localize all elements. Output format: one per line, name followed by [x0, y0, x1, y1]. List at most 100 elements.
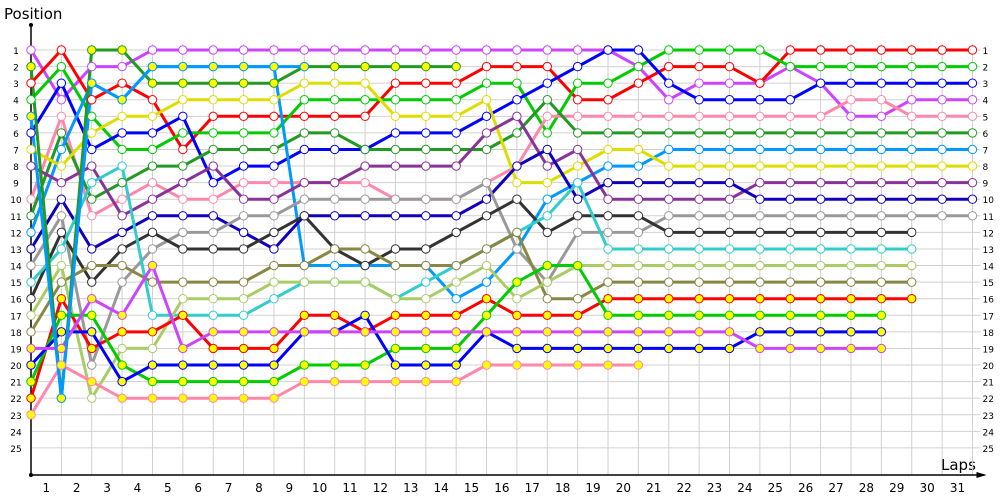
- data-point: [178, 144, 188, 155]
- data-point: [694, 61, 704, 72]
- data-point: [87, 360, 97, 370]
- y-tick-right: 24: [982, 428, 994, 438]
- data-point: [208, 111, 218, 122]
- data-point: [87, 61, 97, 72]
- data-point: [208, 360, 218, 370]
- data-point: [664, 194, 674, 204]
- data-point: [633, 327, 644, 337]
- x-tick: 17: [525, 481, 540, 495]
- data-point: [87, 161, 97, 171]
- data-point: [421, 61, 431, 72]
- data-point: [360, 144, 370, 155]
- data-point: [967, 144, 978, 155]
- data-point: [512, 61, 522, 72]
- data-point: [755, 111, 765, 122]
- data-point: [846, 211, 856, 221]
- data-point: [542, 194, 552, 204]
- data-point: [876, 95, 887, 105]
- data-point: [755, 95, 765, 105]
- y-tick-right: 7: [982, 146, 988, 156]
- data-point: [724, 144, 735, 155]
- y-tick-left: 15: [10, 279, 21, 289]
- series-line-yellow: [30, 81, 973, 185]
- data-point: [846, 128, 856, 138]
- x-tick: 16: [494, 481, 509, 495]
- data-point: [542, 128, 552, 138]
- data-point: [876, 327, 887, 337]
- data-point: [603, 310, 613, 320]
- data-point: [117, 310, 127, 320]
- y-tick-left: 21: [10, 379, 21, 389]
- data-point: [967, 194, 978, 204]
- data-point: [481, 95, 492, 105]
- data-point: [633, 78, 644, 88]
- data-point: [633, 260, 644, 271]
- data-point: [876, 294, 887, 304]
- data-point: [390, 61, 401, 72]
- data-point: [876, 277, 887, 287]
- data-point: [876, 177, 887, 188]
- data-point: [724, 211, 735, 221]
- y-tick-right: 18: [982, 329, 994, 339]
- data-point: [178, 177, 188, 188]
- data-point: [421, 376, 431, 387]
- data-point: [360, 177, 370, 188]
- data-point: [603, 128, 613, 138]
- data-point: [26, 194, 36, 204]
- data-point: [907, 194, 917, 204]
- data-point: [785, 343, 795, 354]
- data-point: [967, 177, 978, 188]
- data-point: [664, 111, 674, 122]
- data-point: [147, 260, 158, 271]
- data-point: [87, 277, 97, 287]
- y-tick-left: 5: [13, 113, 19, 123]
- y-tick-left: 1: [13, 47, 19, 57]
- data-point: [724, 227, 735, 238]
- series-line-light-green: [29, 264, 912, 400]
- data-point: [330, 45, 340, 55]
- data-point: [815, 310, 826, 320]
- data-point: [421, 294, 431, 304]
- data-point: [815, 128, 826, 138]
- data-point: [360, 78, 370, 88]
- data-point: [147, 310, 158, 320]
- data-point: [421, 360, 431, 370]
- data-point: [481, 310, 492, 320]
- series-markers: [26, 45, 978, 420]
- data-point: [876, 128, 887, 138]
- data-point: [512, 194, 522, 204]
- data-point: [299, 277, 310, 287]
- data-point: [512, 111, 522, 122]
- data-point: [967, 45, 978, 55]
- data-point: [269, 61, 279, 72]
- data-point: [572, 177, 583, 188]
- data-point: [664, 211, 674, 221]
- data-point: [147, 128, 158, 138]
- y-tick-left: 4: [13, 97, 19, 107]
- data-point: [390, 327, 401, 337]
- data-point: [572, 310, 583, 320]
- data-point: [603, 294, 613, 304]
- x-tick: 4: [134, 481, 142, 495]
- data-point: [56, 95, 67, 105]
- data-point: [26, 244, 36, 254]
- data-point: [542, 61, 552, 72]
- series-line-gray: [29, 181, 973, 367]
- data-point: [238, 61, 249, 72]
- data-point: [846, 95, 856, 105]
- y-tick-right: 1: [982, 47, 988, 57]
- data-point: [238, 327, 249, 337]
- y-tick-right: 19: [982, 345, 994, 355]
- data-point: [724, 343, 735, 354]
- data-point: [421, 244, 431, 254]
- x-tick: 8: [255, 481, 263, 495]
- data-point: [330, 277, 340, 287]
- data-point: [512, 327, 522, 337]
- data-point: [907, 177, 917, 188]
- data-point: [572, 260, 583, 271]
- data-point: [269, 78, 279, 88]
- data-point: [846, 177, 856, 188]
- data-point: [785, 327, 795, 337]
- data-point: [56, 244, 67, 254]
